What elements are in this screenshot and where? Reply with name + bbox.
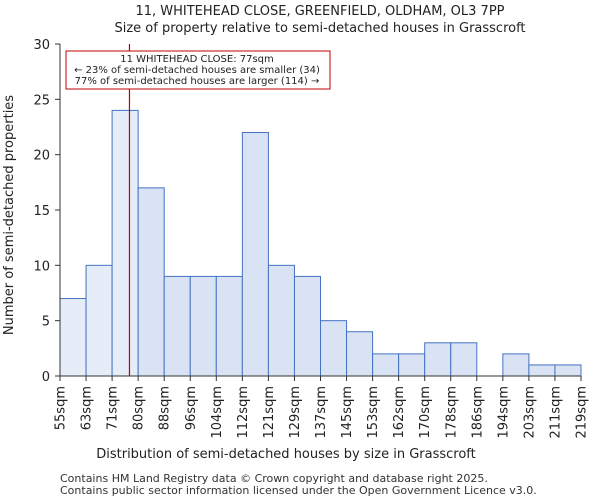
bar-178sqm <box>450 342 478 377</box>
y-tick-label: 15 <box>33 204 50 219</box>
x-axis-label: Distribution of semi-detached houses by … <box>96 447 476 462</box>
x-tick-label: 88sqm <box>158 386 173 430</box>
bar-137sqm <box>320 320 348 377</box>
bar-153sqm <box>372 353 400 377</box>
bar-96sqm <box>189 275 217 377</box>
annotation-line-2: ← 23% of semi-detached houses are smalle… <box>74 65 320 76</box>
x-tick-label: 203sqm <box>522 386 537 439</box>
footer-line-1: Contains HM Land Registry data © Crown c… <box>60 472 488 485</box>
bar-112sqm <box>241 132 269 377</box>
y-tick-label: 0 <box>42 370 50 385</box>
bar-80sqm <box>137 187 165 377</box>
x-tick-label: 121sqm <box>262 386 277 439</box>
x-tick-label: 63sqm <box>80 386 95 430</box>
chart-subtitle: Size of property relative to semi-detach… <box>114 21 525 36</box>
annotation-rect <box>65 50 331 90</box>
x-tick-label: 178sqm <box>444 386 459 439</box>
bar-194sqm <box>502 353 530 377</box>
chart-title: 11, WHITEHEAD CLOSE, GREENFIELD, OLDHAM,… <box>135 4 504 19</box>
footer-line-2: Contains public sector information licen… <box>60 484 537 497</box>
bars-group <box>59 109 582 377</box>
x-tick-label: 112sqm <box>236 386 251 439</box>
bar-104sqm <box>215 275 243 377</box>
x-tick-label: 153sqm <box>366 386 381 439</box>
bar-170sqm <box>424 342 452 377</box>
annotation-line-3: 77% of semi-detached houses are larger (… <box>75 76 320 87</box>
x-tick-label: 219sqm <box>575 386 590 439</box>
x-tick-label: 145sqm <box>340 386 355 439</box>
y-tick-label: 30 <box>33 38 50 53</box>
bar-88sqm <box>163 275 191 377</box>
y-tick-label: 5 <box>42 315 50 330</box>
y-tick-label: 25 <box>33 93 50 108</box>
bar-145sqm <box>346 331 374 377</box>
x-tick-label: 162sqm <box>392 386 407 439</box>
y-tick-label: 20 <box>33 149 50 164</box>
x-tick-label: 170sqm <box>418 386 433 439</box>
x-tick-label: 80sqm <box>132 386 147 430</box>
bar-129sqm <box>293 275 322 377</box>
bar-203sqm <box>528 364 556 377</box>
x-tick-label: 137sqm <box>314 386 329 439</box>
bar-63sqm <box>85 264 113 377</box>
annotation-box: 11 WHITEHEAD CLOSE: 77sqm ← 23% of semi-… <box>65 50 331 90</box>
x-tick-label: 71sqm <box>106 386 121 430</box>
x-tick-label: 194sqm <box>496 386 511 439</box>
bar-55sqm <box>59 298 87 377</box>
bar-71sqm <box>111 109 139 377</box>
x-tick-label: 104sqm <box>210 386 225 439</box>
bar-162sqm <box>398 353 426 377</box>
y-axis-label: Number of semi-detached properties <box>2 95 17 335</box>
x-tick-label: 211sqm <box>548 386 563 439</box>
y-tick-label: 10 <box>33 259 50 274</box>
x-axis-ticks: 55sqm 63sqm 71sqm 80sqm 88sqm 96sqm 104sqm 112s… <box>54 376 590 439</box>
x-tick-label: 55sqm <box>54 386 69 430</box>
bar-121sqm <box>267 264 295 377</box>
bar-211sqm <box>554 364 582 377</box>
x-tick-label: 186sqm <box>470 386 485 439</box>
x-tick-label: 129sqm <box>288 386 303 439</box>
y-axis-ticks: 0 5 10 15 20 25 30 <box>33 38 60 385</box>
annotation-line-1: 11 WHITEHEAD CLOSE: 77sqm <box>120 54 274 65</box>
x-tick-label: 96sqm <box>184 386 199 430</box>
